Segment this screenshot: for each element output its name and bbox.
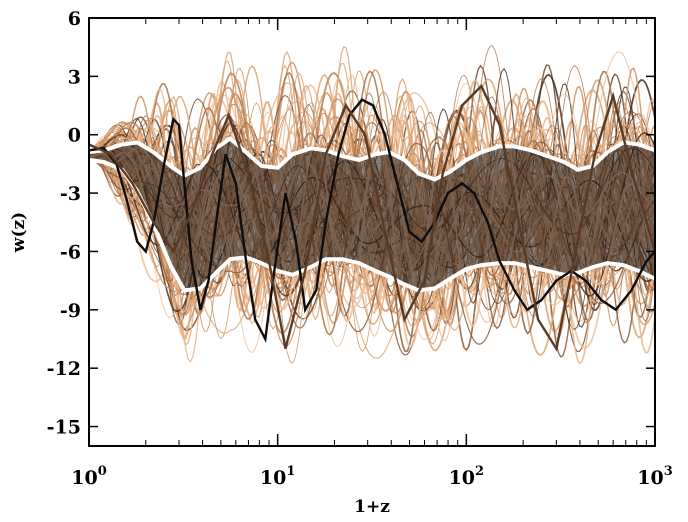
y-tick-label: -9 — [60, 300, 81, 322]
highlight-trajectory — [89, 98, 655, 343]
x-axis-label: 1+z — [354, 497, 390, 517]
ticks-layer: 6 3 0 -3 -6 -9 -12 -15 100 101 102 103 — [47, 8, 673, 489]
confidence-band — [89, 138, 655, 291]
highlight-layer — [89, 84, 655, 352]
plot-frame — [88, 17, 656, 447]
trajectory-line — [89, 129, 655, 358]
y-tick-label: 3 — [68, 66, 81, 88]
y-tick-label: -12 — [47, 358, 81, 380]
x-tick-label: 103 — [637, 464, 673, 489]
y-tick-label: -3 — [60, 183, 81, 205]
y-tick-label: -6 — [60, 241, 81, 263]
y-tick-label: 6 — [68, 8, 81, 30]
x-tick-label: 100 — [71, 464, 107, 489]
y-tick-label: 0 — [68, 125, 81, 147]
y-axis-label: w(z) — [9, 212, 29, 253]
x-tick-label: 101 — [260, 464, 296, 489]
x-tick-label: 102 — [449, 464, 485, 489]
highlight-trajectory — [89, 84, 655, 352]
y-tick-label: -15 — [47, 417, 81, 439]
